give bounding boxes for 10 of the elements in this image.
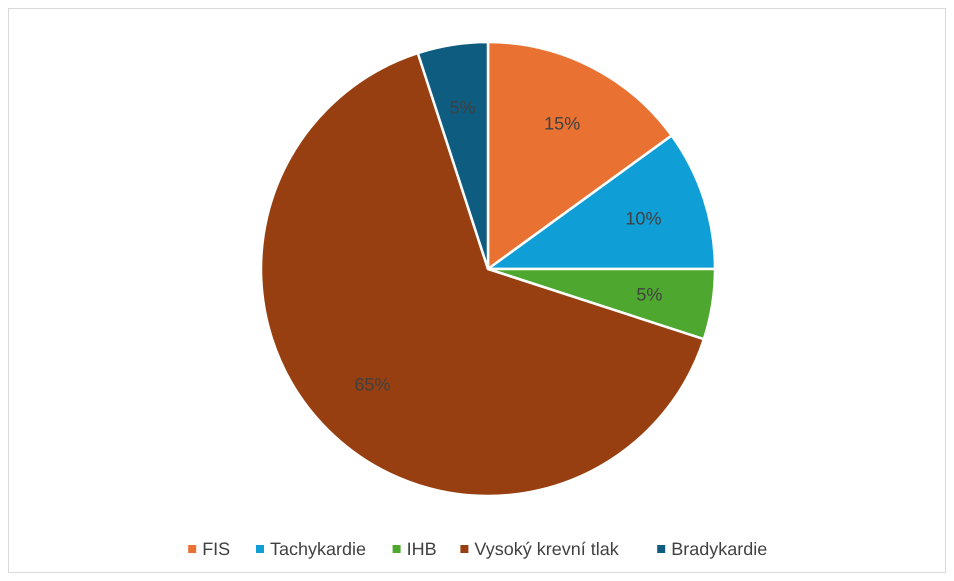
data-label: 5%	[449, 98, 476, 118]
legend-label: IHB	[406, 539, 437, 559]
data-label: 65%	[354, 374, 390, 395]
legend-label: Vysoký krevní tlak	[474, 539, 620, 559]
legend-label: Tachykardie	[270, 539, 366, 559]
legend-label: FIS	[202, 539, 230, 559]
legend-label: Bradykardie	[671, 539, 768, 559]
data-label: 5%	[636, 284, 662, 305]
data-label: 15%	[544, 113, 580, 134]
data-label: 10%	[625, 208, 662, 228]
